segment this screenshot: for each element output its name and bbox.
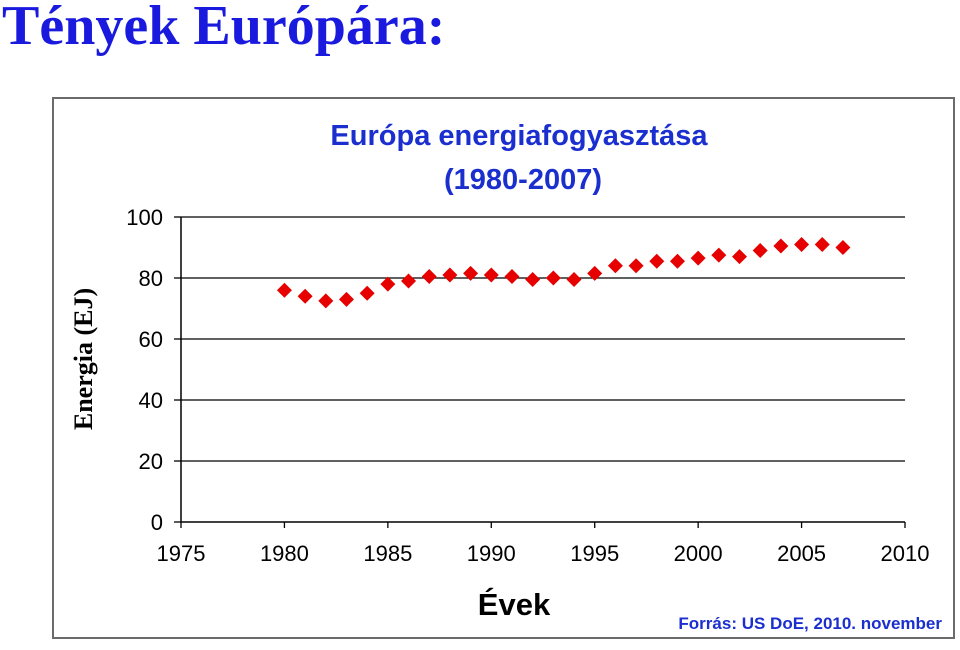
data-point — [463, 265, 479, 281]
axis-layer — [174, 216, 906, 528]
x-tick-label: 2010 — [881, 541, 930, 566]
chart-title: Európa energiafogyasztása — [330, 120, 708, 152]
data-point — [649, 253, 665, 269]
slide-title: Tények Európára: — [2, 0, 446, 57]
data-point — [380, 276, 396, 292]
data-point — [276, 282, 292, 298]
x-tick-label: 1985 — [363, 541, 412, 566]
source-note: Forrás: US DoE, 2010. november — [678, 614, 942, 633]
data-point — [421, 268, 437, 284]
data-point — [794, 236, 810, 252]
x-tick-label: 2005 — [777, 541, 826, 566]
grid-layer — [181, 216, 905, 462]
data-point — [318, 293, 334, 309]
y-tick-labels: 0 20 40 60 80 100 — [126, 205, 163, 535]
x-tick-label: 1995 — [570, 541, 619, 566]
data-point — [401, 273, 417, 289]
data-point — [359, 285, 375, 301]
x-tick-label: 1975 — [157, 541, 206, 566]
y-axis-label: Energia (EJ) — [69, 288, 98, 430]
y-tick-label: 80 — [139, 266, 163, 291]
data-point — [338, 291, 354, 307]
data-point — [566, 272, 582, 288]
y-tick-label: 60 — [139, 327, 163, 352]
data-point — [732, 249, 748, 265]
data-point — [483, 267, 499, 283]
data-points — [276, 236, 851, 309]
data-point — [752, 243, 768, 259]
data-point — [587, 265, 603, 281]
data-point — [690, 250, 706, 266]
chart-frame: Európa energiafogyasztása (1980-2007) 0 2… — [52, 97, 955, 639]
chart-svg: Európa energiafogyasztása (1980-2007) 0 2… — [69, 120, 942, 633]
data-point — [628, 258, 644, 274]
data-point — [669, 253, 685, 269]
data-point — [607, 258, 623, 274]
data-point — [814, 236, 830, 252]
data-point — [545, 270, 561, 286]
chart-subtitle: (1980-2007) — [444, 164, 602, 196]
data-point — [711, 247, 727, 263]
x-tick-label: 1990 — [467, 541, 516, 566]
data-point — [835, 240, 851, 255]
y-tick-label: 100 — [126, 205, 163, 230]
y-tick-label: 0 — [151, 510, 163, 535]
x-tick-labels: 1975 1980 1985 1990 1995 2000 2005 2010 — [157, 541, 930, 566]
x-tick-label: 2000 — [674, 541, 723, 566]
y-tick-label: 40 — [139, 388, 163, 413]
data-point — [525, 272, 541, 288]
data-point — [442, 267, 458, 283]
data-point — [297, 288, 313, 304]
data-point — [504, 268, 520, 284]
data-point — [773, 238, 789, 254]
x-tick-label: 1980 — [260, 541, 309, 566]
x-axis-label: Évek — [478, 587, 551, 622]
y-tick-label: 20 — [139, 449, 163, 474]
